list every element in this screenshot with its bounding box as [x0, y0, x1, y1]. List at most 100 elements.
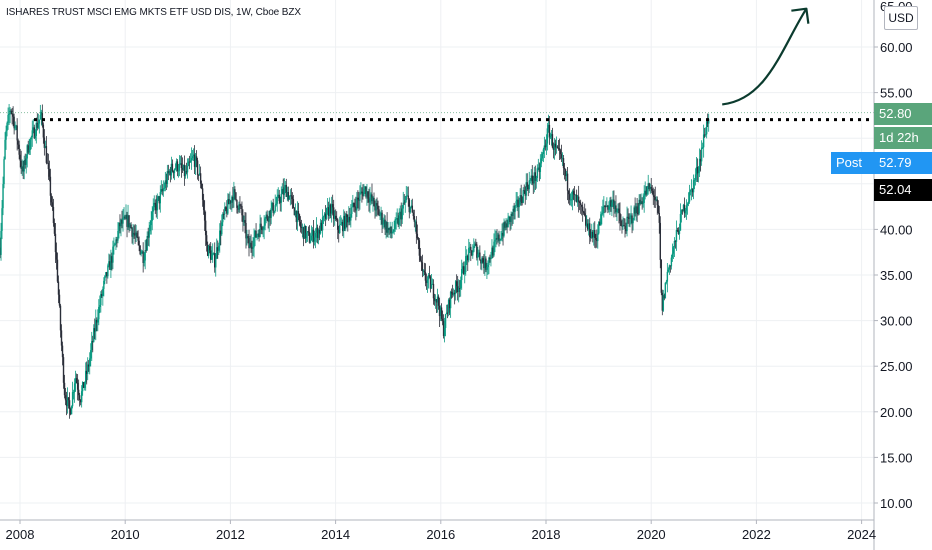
candle-body — [47, 163, 50, 170]
candle-body — [9, 110, 11, 114]
candle-body — [234, 189, 236, 193]
candle-body — [38, 119, 41, 124]
candle — [41, 104, 44, 128]
candle-body — [415, 221, 418, 234]
candle — [655, 196, 657, 202]
candle-body — [555, 146, 558, 148]
candle-body — [686, 203, 689, 206]
candle — [532, 175, 534, 194]
candle-body — [561, 158, 564, 159]
candle — [581, 201, 584, 222]
candle — [337, 217, 339, 240]
candle — [663, 293, 666, 301]
candle-body — [44, 146, 47, 148]
candle — [347, 214, 349, 232]
candle — [643, 185, 645, 213]
candle-body — [509, 216, 511, 222]
candle-body — [197, 174, 200, 176]
candle-body — [49, 176, 52, 196]
candle-body — [619, 212, 621, 221]
candle-body — [262, 229, 264, 231]
candle — [495, 230, 497, 248]
candle-body — [113, 245, 115, 247]
candle — [518, 197, 520, 218]
candle — [243, 215, 245, 226]
candle — [453, 289, 456, 305]
candle-body — [348, 216, 350, 223]
candle — [368, 188, 370, 212]
candle-body — [447, 299, 450, 313]
candle-body — [399, 211, 401, 216]
candle — [285, 178, 288, 198]
candle-body — [338, 229, 340, 233]
candle — [618, 202, 620, 224]
price-axis[interactable]: 10.0015.0020.0025.0030.0035.0040.0045.00… — [873, 0, 913, 550]
candle — [123, 207, 125, 220]
candle-body — [208, 246, 211, 251]
candle — [335, 209, 337, 222]
candle-body — [428, 275, 431, 277]
candle-body — [481, 258, 483, 264]
candle — [360, 182, 362, 195]
candle — [57, 275, 60, 304]
candle-body — [232, 196, 234, 201]
candle-body — [103, 280, 105, 289]
candle-body — [496, 238, 498, 240]
candle-body — [441, 318, 444, 321]
candle-body — [523, 190, 525, 191]
candle — [7, 107, 9, 130]
candles — [0, 103, 710, 419]
candle — [448, 297, 451, 316]
candle-body — [235, 192, 237, 201]
candle — [548, 115, 551, 145]
candle-body — [455, 281, 458, 287]
candle — [562, 154, 565, 176]
candle — [511, 212, 513, 226]
candle-body — [4, 139, 6, 160]
candle — [611, 199, 613, 217]
candle-body — [76, 382, 79, 390]
candle-body — [198, 173, 201, 175]
candle-body — [652, 190, 654, 196]
candle-body — [422, 270, 425, 272]
candle-body — [318, 229, 321, 234]
candle — [303, 223, 306, 239]
candle — [632, 217, 634, 231]
candle-body — [548, 124, 551, 138]
candle — [215, 253, 217, 277]
candle — [608, 201, 610, 213]
candle-body — [186, 165, 189, 173]
candle — [98, 299, 100, 326]
candle-body — [625, 229, 627, 232]
candle-body — [187, 161, 190, 166]
candle — [346, 210, 348, 228]
candle — [440, 303, 443, 322]
candle-body — [521, 201, 523, 203]
candle — [173, 168, 176, 181]
candle-body — [116, 239, 118, 241]
candle-body — [374, 206, 376, 211]
candle-body — [301, 227, 304, 229]
candle-body — [126, 214, 128, 227]
candle-body — [120, 219, 122, 227]
candle-body — [264, 218, 266, 226]
candle-body — [694, 174, 697, 180]
candle-body — [550, 134, 553, 137]
candle-body — [671, 253, 674, 258]
candle-body — [448, 299, 451, 309]
candle-body — [510, 213, 512, 222]
candle-body — [640, 201, 642, 205]
candle-body — [320, 222, 323, 231]
candle — [515, 191, 517, 208]
candle-body — [660, 259, 663, 293]
time-axis[interactable]: 2008 2010 2012 2014 2016 2018 2020 2022 2024 — [0, 519, 876, 542]
candle — [145, 239, 147, 253]
candle-body — [538, 167, 541, 173]
candle-body — [431, 283, 434, 285]
candle — [280, 186, 282, 212]
candle — [199, 166, 202, 189]
candle-body — [15, 125, 17, 127]
currency-button[interactable]: USD — [884, 6, 918, 30]
